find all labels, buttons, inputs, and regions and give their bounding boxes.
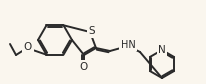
Text: O: O: [80, 62, 88, 72]
Text: O: O: [24, 42, 32, 52]
Text: S: S: [89, 26, 95, 36]
Text: N: N: [158, 45, 166, 55]
Text: HN: HN: [121, 40, 135, 50]
